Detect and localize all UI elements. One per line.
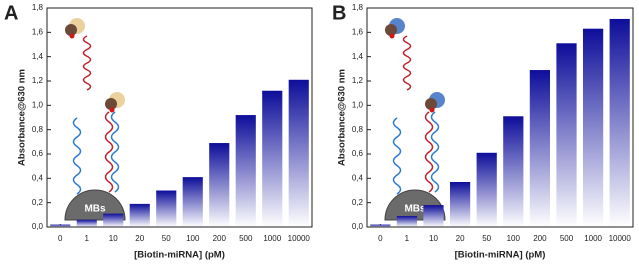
bar bbox=[556, 43, 577, 228]
biotin bbox=[389, 33, 395, 39]
y-tick-label: 0,8 bbox=[352, 125, 364, 134]
y-tick-label: 1,0 bbox=[32, 100, 44, 109]
bar bbox=[76, 219, 97, 227]
panel-label: B bbox=[332, 2, 346, 24]
x-tick-label: 500 bbox=[560, 234, 574, 243]
y-tick-label: 0,0 bbox=[32, 222, 44, 231]
enzyme-core bbox=[65, 24, 77, 36]
bar bbox=[609, 18, 630, 228]
biotin bbox=[429, 107, 435, 113]
y-axis-title: Absorbance@630 nm bbox=[17, 69, 28, 166]
x-axis-title: [Biotin-miRNA] (pM) bbox=[455, 250, 546, 261]
plot-frame bbox=[46, 7, 313, 228]
y-tick-label: 0,4 bbox=[352, 173, 364, 182]
bar bbox=[476, 152, 497, 227]
strand bbox=[430, 111, 440, 193]
x-tick-label: 20 bbox=[456, 234, 465, 243]
strand bbox=[72, 117, 82, 195]
bar bbox=[423, 205, 444, 227]
y-tick-label: 1,4 bbox=[352, 52, 364, 61]
bar bbox=[50, 224, 71, 227]
x-tick-label: 1 bbox=[405, 234, 410, 243]
enzyme-core bbox=[425, 98, 437, 110]
bar bbox=[156, 190, 177, 227]
y-tick-label: 1,2 bbox=[352, 76, 364, 85]
y-tick-label: 1,2 bbox=[32, 76, 44, 85]
bar bbox=[288, 79, 309, 228]
x-tick-label: 10000 bbox=[288, 234, 311, 243]
y-tick-label: 0,2 bbox=[352, 198, 364, 207]
y-tick-label: 0,8 bbox=[32, 125, 44, 134]
x-tick-label: 1 bbox=[85, 234, 90, 243]
bar bbox=[370, 224, 391, 227]
bar bbox=[129, 203, 150, 227]
y-tick-label: 1,6 bbox=[32, 27, 44, 36]
y-tick-label: 1,8 bbox=[352, 3, 364, 12]
bar bbox=[449, 181, 471, 227]
x-tick-label: 200 bbox=[213, 234, 227, 243]
strand bbox=[104, 111, 114, 193]
biotin bbox=[109, 107, 115, 113]
y-tick-label: 0,4 bbox=[32, 173, 44, 182]
strand bbox=[402, 35, 412, 91]
y-tick-label: 1,0 bbox=[352, 100, 364, 109]
strand bbox=[82, 35, 92, 91]
x-tick-label: 1000 bbox=[584, 234, 602, 243]
bead bbox=[64, 189, 126, 221]
x-tick-label: 50 bbox=[162, 234, 171, 243]
y-tick-label: 1,6 bbox=[352, 27, 364, 36]
strand bbox=[392, 117, 402, 195]
strand bbox=[110, 111, 120, 193]
y-tick-label: 1,8 bbox=[32, 3, 44, 12]
bead-label: MBs bbox=[404, 204, 426, 215]
x-tick-label: 10 bbox=[429, 234, 438, 243]
enzyme-core bbox=[385, 24, 397, 36]
x-tick-label: 100 bbox=[186, 234, 200, 243]
plot-frame bbox=[366, 7, 634, 228]
bar bbox=[262, 90, 283, 227]
x-tick-label: 10 bbox=[109, 234, 118, 243]
x-axis-title: [Biotin-miRNA] (pM) bbox=[134, 250, 225, 261]
x-tick-label: 100 bbox=[507, 234, 521, 243]
y-tick-label: 0,6 bbox=[352, 149, 364, 158]
x-tick-label: 200 bbox=[533, 234, 547, 243]
y-tick-label: 1,4 bbox=[32, 52, 44, 61]
x-tick-label: 20 bbox=[135, 234, 144, 243]
y-axis-title: Absorbance@630 nm bbox=[337, 69, 348, 166]
enzyme-core bbox=[105, 98, 117, 110]
bar bbox=[396, 216, 418, 227]
strand bbox=[424, 111, 434, 193]
bead-label: MBs bbox=[84, 204, 106, 215]
bar bbox=[182, 177, 203, 227]
bar bbox=[529, 70, 551, 227]
x-tick-label: 50 bbox=[482, 234, 491, 243]
y-tick-label: 0,0 bbox=[352, 222, 364, 231]
y-tick-label: 0,6 bbox=[32, 149, 44, 158]
x-tick-label: 10000 bbox=[609, 234, 632, 243]
bar bbox=[582, 28, 604, 227]
panel-label: A bbox=[4, 2, 18, 24]
x-tick-label: 0 bbox=[58, 234, 63, 243]
y-tick-label: 0,2 bbox=[32, 198, 44, 207]
bar bbox=[235, 115, 256, 227]
bar bbox=[503, 116, 524, 227]
biotin bbox=[69, 33, 75, 39]
x-tick-label: 0 bbox=[378, 234, 383, 243]
bar bbox=[209, 143, 230, 227]
x-tick-label: 500 bbox=[239, 234, 253, 243]
x-tick-label: 1000 bbox=[263, 234, 281, 243]
bar bbox=[103, 213, 124, 227]
